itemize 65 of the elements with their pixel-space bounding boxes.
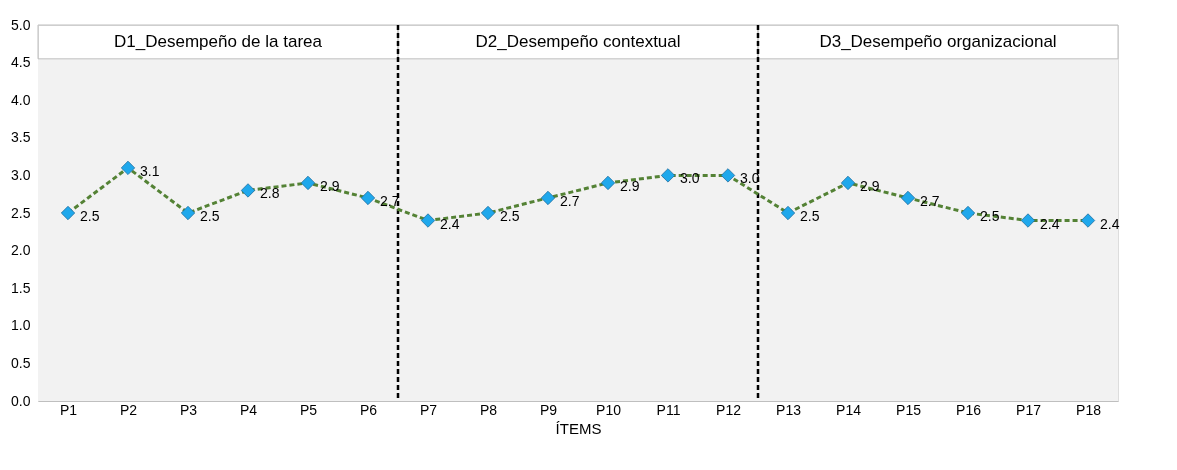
- point: [360, 190, 376, 206]
- y-tick-label: 3.0: [11, 166, 31, 183]
- point: [780, 205, 796, 221]
- y-tick-label: 1.5: [11, 279, 31, 296]
- data-label: 2.5: [80, 208, 100, 224]
- point: [180, 205, 196, 221]
- y-tick-label: 0.0: [11, 392, 31, 409]
- y-tick-label: 4.5: [11, 54, 31, 71]
- x-tick-label: P13: [776, 401, 802, 418]
- data-label: 3.1: [140, 162, 160, 179]
- y-tick-label: 3.5: [11, 129, 31, 146]
- data-label: 2.7: [920, 192, 940, 209]
- x-axis-title: ÍTEMS: [555, 419, 602, 437]
- y-tick-label: 2.5: [11, 204, 31, 221]
- x-tick-label: P18: [1076, 401, 1102, 418]
- point: [300, 175, 316, 191]
- data-label: 2.4: [1040, 215, 1060, 232]
- x-tick-label: P9: [539, 401, 558, 418]
- data-label: 2.9: [320, 177, 340, 194]
- x-tick-label: P12: [716, 401, 742, 418]
- point: [660, 168, 676, 183]
- point: [240, 183, 256, 198]
- band-label: D3_Desempeño organizacional: [819, 31, 1057, 51]
- data-label: 3.0: [680, 170, 700, 187]
- x-tick-label: P3: [179, 401, 198, 418]
- x-tick-label: P5: [299, 401, 318, 418]
- data-label: 2.7: [560, 192, 580, 209]
- point: [900, 190, 916, 206]
- point: [120, 160, 136, 175]
- point: [1020, 213, 1036, 228]
- data-label: 2.8: [260, 185, 280, 202]
- point: [1080, 213, 1096, 228]
- x-tick-label: P15: [896, 401, 922, 418]
- data-label: 2.5: [800, 208, 820, 224]
- y-tick-label: 1.0: [11, 317, 31, 334]
- band-label: D1_Desempeño de la tarea: [114, 31, 323, 51]
- data-label: 2.5: [200, 208, 220, 224]
- y-tick-label: 4.0: [11, 91, 31, 108]
- data-label: 2.4: [1100, 215, 1120, 232]
- y-tick-label: 5.0: [11, 16, 31, 33]
- x-tick-label: P8: [479, 401, 498, 418]
- data-label: 2.9: [620, 177, 640, 194]
- band-label: D2_Desempeño contextual: [475, 31, 681, 51]
- x-tick-label: P17: [1016, 401, 1042, 418]
- data-label: 2.5: [500, 208, 520, 224]
- x-tick-label: P4: [239, 401, 258, 418]
- point: [840, 175, 856, 191]
- x-tick-label: P6: [359, 401, 378, 418]
- x-tick-label: P2: [119, 401, 138, 418]
- y-tick-label: 2.0: [11, 242, 31, 259]
- point: [60, 205, 76, 221]
- y-tick-label: 0.5: [11, 354, 31, 371]
- x-tick-label: P1: [59, 401, 78, 418]
- x-tick-label: P14: [836, 401, 862, 418]
- point: [540, 190, 556, 206]
- x-tick-label: P16: [956, 401, 982, 418]
- x-tick-label: P10: [596, 401, 622, 418]
- point: [720, 168, 736, 183]
- x-tick-label: P7: [419, 401, 438, 418]
- data-label: 2.4: [440, 215, 460, 232]
- point: [960, 205, 976, 221]
- point: [420, 213, 436, 228]
- x-tick-label: P11: [656, 401, 681, 418]
- point: [600, 175, 616, 191]
- point: [480, 205, 496, 221]
